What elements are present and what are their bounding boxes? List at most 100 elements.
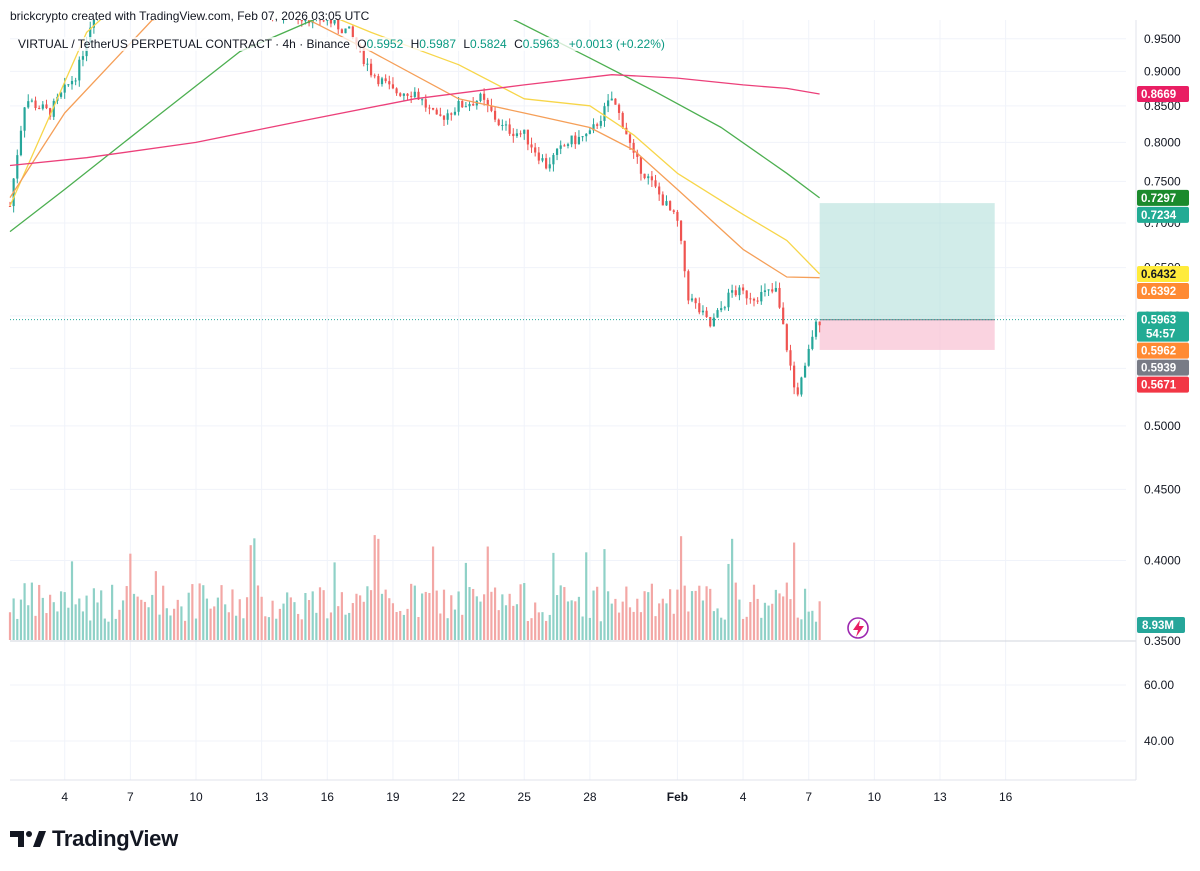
candle-body xyxy=(814,321,818,337)
candle-body xyxy=(348,26,351,29)
volume-bar xyxy=(235,615,238,640)
tradingview-brand[interactable]: TradingView xyxy=(10,826,178,852)
volume-bar xyxy=(676,589,679,640)
volume-bar xyxy=(446,618,449,640)
candle-body xyxy=(811,336,814,349)
price-tick-label: 0.5000 xyxy=(1144,419,1181,433)
volume-bar xyxy=(621,601,624,640)
high-label: H xyxy=(410,37,420,51)
candle-body xyxy=(647,176,650,179)
candle-body xyxy=(27,101,30,108)
price-tag-label: 0.8669 xyxy=(1141,89,1176,101)
volume-bar xyxy=(439,613,442,640)
candle-body xyxy=(534,147,537,153)
candle-body xyxy=(322,20,325,22)
candle-body xyxy=(373,75,376,77)
volume-bar xyxy=(530,618,533,640)
close-value: 0.5963 xyxy=(522,37,560,51)
candle-body xyxy=(760,291,763,302)
price-tag-bg xyxy=(1137,85,1189,102)
top-mask xyxy=(0,0,1200,20)
candle-body xyxy=(329,18,333,24)
volume-bar xyxy=(264,616,267,640)
candle-body xyxy=(818,321,821,326)
volume-bar xyxy=(709,588,712,640)
volume-bar xyxy=(800,619,803,640)
volume-bar xyxy=(260,596,263,640)
time-axis[interactable]: 4 7 10 13 16 19 22 25 28 Feb 4 7 10 13 16 xyxy=(10,779,1136,804)
candle-body xyxy=(570,135,573,145)
volume-bar xyxy=(231,589,234,640)
candle-body xyxy=(625,127,628,135)
candle-body xyxy=(391,84,395,89)
candle-body xyxy=(741,287,745,291)
candle-body xyxy=(512,133,515,137)
volume-tick-label: 60.00 xyxy=(1144,678,1174,692)
volume-bar xyxy=(322,590,325,640)
volume-bar xyxy=(413,585,416,640)
volume-bar xyxy=(811,610,814,640)
volume-bar xyxy=(27,605,30,640)
volume-bar xyxy=(311,591,314,640)
candle-body xyxy=(406,93,409,96)
volume-bar xyxy=(669,589,672,640)
candle-body xyxy=(650,176,653,181)
time-tick-label: 22 xyxy=(452,790,466,804)
volume-bar xyxy=(628,607,632,640)
candle-body xyxy=(588,130,591,134)
candle-body xyxy=(749,298,752,300)
volume-bar xyxy=(78,598,81,640)
candle-body xyxy=(679,220,683,241)
price-tag-bg xyxy=(1137,342,1189,359)
volume-bar xyxy=(490,591,493,640)
flash-icon[interactable] xyxy=(847,617,869,639)
position-stop-zone[interactable] xyxy=(819,319,995,350)
candle-body xyxy=(545,158,548,169)
volume-bar xyxy=(337,606,340,640)
candle-body xyxy=(497,119,500,126)
volume-bar xyxy=(752,584,756,640)
candle-body xyxy=(380,78,384,85)
candle-body xyxy=(417,91,420,100)
volume-bar xyxy=(596,586,599,640)
volume-bar xyxy=(486,546,489,640)
position-target-zone[interactable] xyxy=(819,203,995,320)
volume-bar xyxy=(577,596,581,640)
candle-body xyxy=(63,84,66,93)
volume-bar xyxy=(242,618,245,640)
candle-body xyxy=(402,93,405,96)
volume-bar xyxy=(741,618,745,640)
price-tick-label: 0.8000 xyxy=(1144,135,1181,149)
volume-bar xyxy=(380,593,384,640)
high-value: 0.5987 xyxy=(419,37,456,51)
volume-bar xyxy=(143,601,147,640)
candle-body xyxy=(366,63,369,65)
volume-bar xyxy=(504,605,508,640)
volume-bar xyxy=(384,589,387,640)
candle-body xyxy=(461,101,464,108)
volume-bar xyxy=(453,609,457,640)
price-tag-label: 0.7297 xyxy=(1141,193,1176,205)
volume-bar xyxy=(442,589,446,640)
candle-body xyxy=(548,164,551,169)
candle-body xyxy=(410,95,413,97)
candle-body xyxy=(395,88,398,94)
candle-body xyxy=(559,145,562,149)
volume-bar xyxy=(570,600,573,640)
volume-bar xyxy=(421,593,424,640)
volume-bar xyxy=(125,586,128,640)
volume-bar xyxy=(315,612,318,640)
volume-bar xyxy=(723,619,726,640)
candle-body xyxy=(424,99,427,108)
candle-body xyxy=(701,310,705,313)
price-tag-bg xyxy=(1137,265,1189,282)
candle-body xyxy=(639,156,643,174)
candle-body xyxy=(796,387,799,395)
price-axis[interactable]: 0.95000.90000.85000.80000.75000.70000.65… xyxy=(1137,20,1200,780)
symbol-legend: VIRTUAL / TetherUS PERPETUAL CONTRACT · … xyxy=(18,37,665,51)
volume-bar xyxy=(705,586,708,640)
candle-body xyxy=(523,129,526,134)
volume-bar xyxy=(665,603,668,640)
volume-bar xyxy=(497,610,500,640)
